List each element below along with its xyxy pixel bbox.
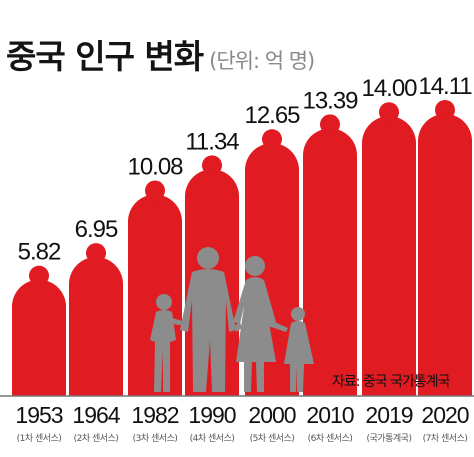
child-right-body xyxy=(284,321,314,392)
value-label-2020: 14.11 xyxy=(418,73,472,100)
value-label-1953: 5.82 xyxy=(18,239,61,266)
value-label-1964: 6.95 xyxy=(75,216,118,243)
family-silhouette xyxy=(150,247,314,392)
bar-head-1964 xyxy=(86,243,106,264)
source-note: 자료: 중국 국가통계국 xyxy=(332,374,451,390)
title-row: 중국 인구 변화 (단위: 억 명) xyxy=(6,30,315,78)
year-label-2019: 2019 xyxy=(365,402,413,428)
census-label-1964: (2차 센서스) xyxy=(73,434,119,444)
child-right-head xyxy=(291,307,305,321)
year-label-1953: 1953 xyxy=(15,402,63,428)
bar-2020 xyxy=(418,114,472,396)
census-label-1990: (4차 센서스) xyxy=(189,434,235,444)
bar-2019 xyxy=(362,116,416,397)
bar-head-2010 xyxy=(320,114,340,135)
father-body xyxy=(180,269,236,392)
year-label-2010: 2010 xyxy=(306,402,354,428)
census-label-1953: (1차 센서스) xyxy=(16,434,62,444)
child-left-body xyxy=(150,310,176,392)
value-label-2019: 14.00 xyxy=(361,75,417,102)
value-label-2010: 13.39 xyxy=(302,87,358,114)
father-head xyxy=(197,247,219,269)
year-label-2020: 2020 xyxy=(421,402,469,428)
year-label-1964: 1964 xyxy=(72,402,120,428)
mother-head xyxy=(245,256,265,276)
bar-head-2000 xyxy=(262,129,282,150)
bar-head-1982 xyxy=(145,180,165,201)
census-label-2000: (5차 센서스) xyxy=(249,434,295,444)
census-label-2020: (7차 센서스) xyxy=(422,434,468,444)
child-left-head xyxy=(156,294,172,310)
census-label-2019: (국가통계국) xyxy=(366,434,412,444)
census-label-2010: (6차 센서스) xyxy=(307,434,353,444)
year-label-2000: 2000 xyxy=(248,402,296,428)
year-label-1982: 1982 xyxy=(131,402,179,428)
unit-label: (단위: 억 명) xyxy=(209,49,315,73)
bar-head-1990 xyxy=(202,155,222,176)
mother-body xyxy=(233,277,276,392)
bar-1964 xyxy=(69,257,123,396)
bar-1953 xyxy=(12,279,66,396)
bar-2010 xyxy=(303,128,357,396)
census-label-1982: (3차 센서스) xyxy=(132,434,178,444)
year-label-1990: 1990 xyxy=(188,402,236,428)
value-label-1990: 11.34 xyxy=(185,128,239,155)
value-label-1982: 10.08 xyxy=(127,154,183,181)
bar-head-2020 xyxy=(435,100,455,120)
chart-title: 중국 인구 변화 xyxy=(6,37,204,76)
bar-head-2019 xyxy=(379,102,399,123)
bar-head-1953 xyxy=(29,265,49,286)
value-label-2000: 12.65 xyxy=(244,102,300,129)
